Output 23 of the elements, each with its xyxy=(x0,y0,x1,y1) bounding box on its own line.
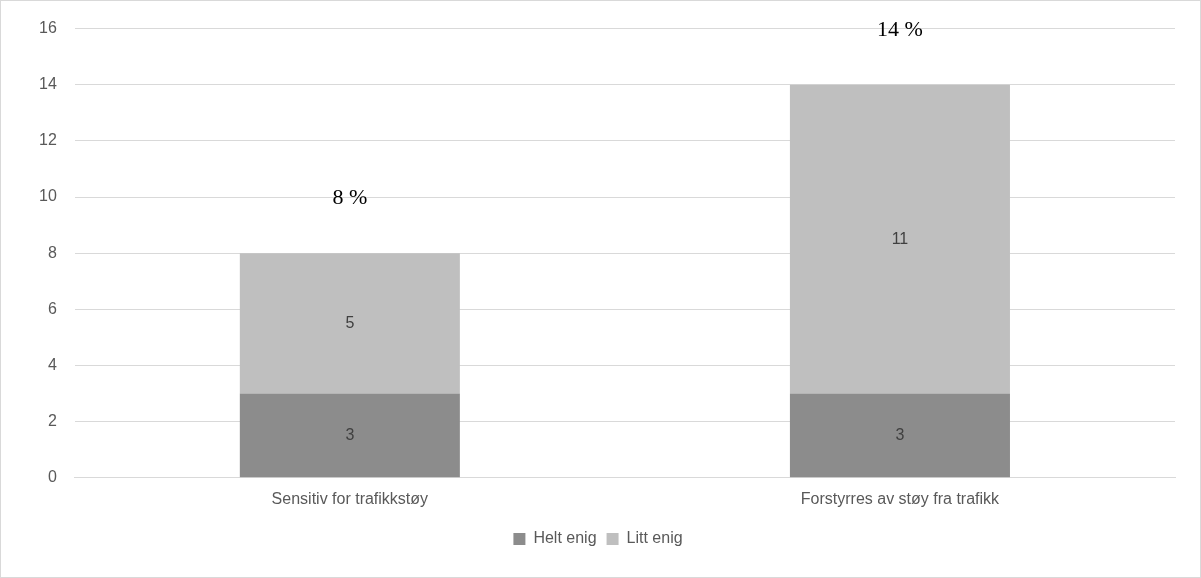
bar xyxy=(239,393,460,478)
bar xyxy=(789,393,1010,478)
bar xyxy=(239,253,460,394)
y-tick-label: 8 xyxy=(47,243,57,261)
y-tick-label: 14 xyxy=(39,75,57,93)
data-label: 3 xyxy=(345,425,355,443)
y-tick-label: 12 xyxy=(39,131,57,149)
data-label: 11 xyxy=(891,229,909,247)
y-tick-label: 2 xyxy=(47,412,57,430)
y-tick-label: 16 xyxy=(39,19,57,37)
total-label: 8 % xyxy=(332,183,368,209)
data-label: 3 xyxy=(895,425,905,443)
legend-label: Helt enig xyxy=(533,529,597,547)
y-tick-label: 4 xyxy=(47,355,57,373)
y-tick-label: 0 xyxy=(47,468,57,486)
legend-label: Litt enig xyxy=(626,529,683,547)
data-label: 5 xyxy=(345,313,355,331)
bar xyxy=(789,84,1010,394)
y-tick-label: 10 xyxy=(39,187,57,205)
x-tick-label: Forstyrres av støy fra trafikk xyxy=(800,489,1001,507)
y-tick-label: 6 xyxy=(47,299,57,317)
total-label: 14 % xyxy=(877,15,923,41)
x-tick-label: Sensitiv for trafikkstøy xyxy=(271,489,429,507)
